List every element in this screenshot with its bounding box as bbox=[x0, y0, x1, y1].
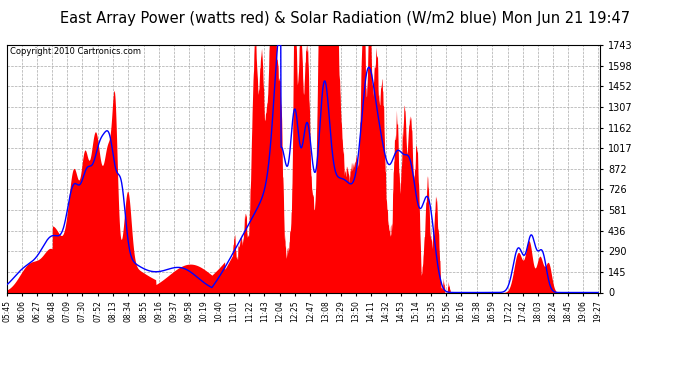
Text: East Array Power (watts red) & Solar Radiation (W/m2 blue) Mon Jun 21 19:47: East Array Power (watts red) & Solar Rad… bbox=[60, 11, 630, 26]
Text: Copyright 2010 Cartronics.com: Copyright 2010 Cartronics.com bbox=[10, 48, 141, 57]
